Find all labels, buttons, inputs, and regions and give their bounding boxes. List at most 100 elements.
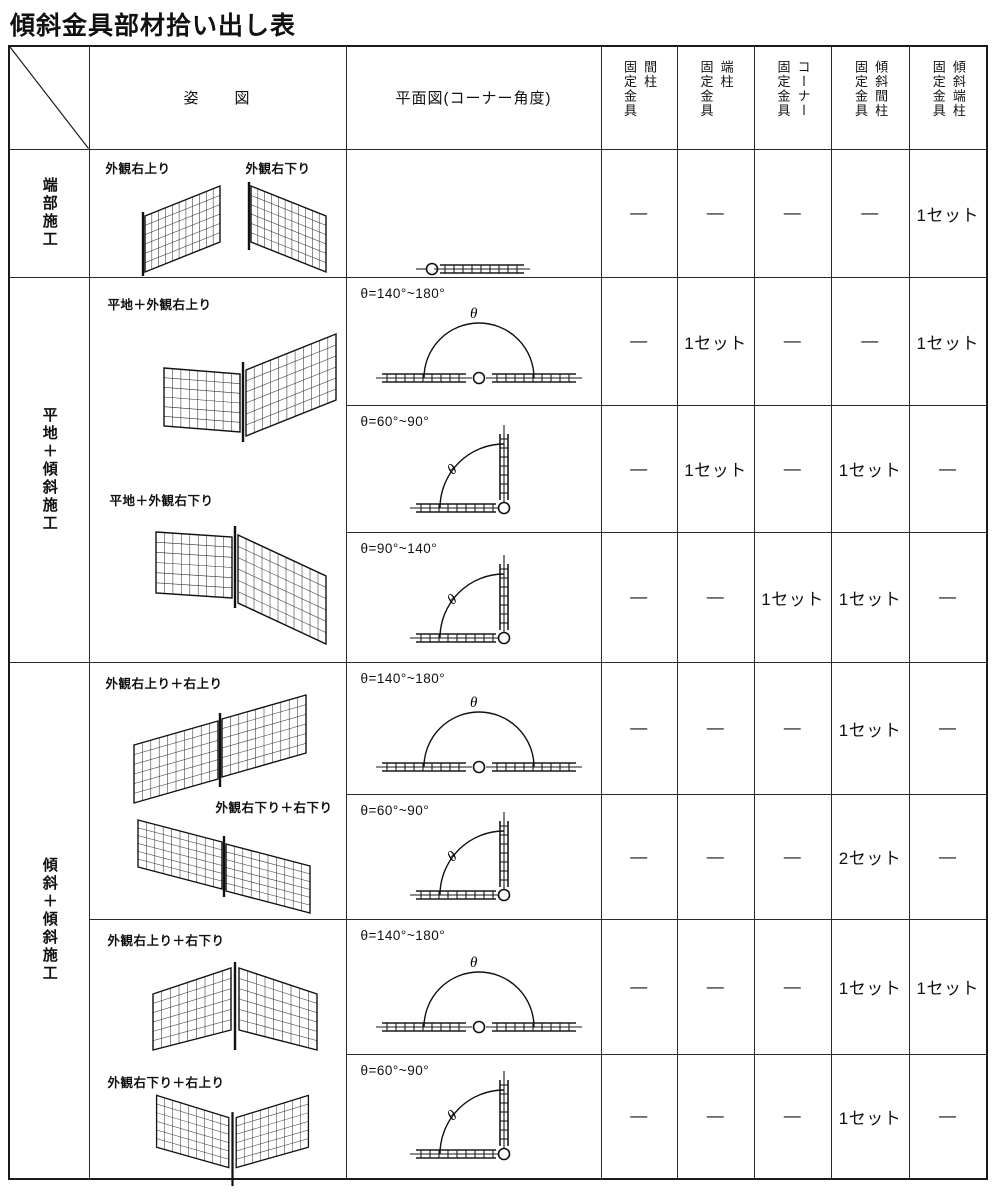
value-cell: 1セット (676, 276, 755, 406)
row-group-edge: 端部施工 (8, 148, 90, 278)
svg-text:θ: θ (470, 695, 478, 711)
plan-diagram-quarter: θ (409, 554, 510, 644)
header-fitting-mabashira: 間柱 固定金具 (600, 45, 678, 150)
value-cell: — (753, 918, 832, 1055)
value-cell: — (600, 148, 678, 278)
plan-diagram-semicircle: θ (375, 955, 582, 1033)
value-cell: — (753, 404, 832, 533)
plan-diagram-straight (415, 262, 530, 276)
plan-cell: θ=90°~140° θ (345, 531, 602, 663)
header-fitting-keisha-hashira: 傾斜端柱 固定金具 (908, 45, 988, 150)
angle-label: θ=140°~180° (360, 285, 446, 301)
plan-cell: θ=140°~180° θ (345, 276, 602, 406)
value-cell: — (753, 148, 832, 278)
plan-cell: θ=60°~90° θ (345, 1053, 602, 1180)
table-row: 端部施工 外観右上り 外観右下り (8, 148, 988, 278)
plan-diagram-semicircle: θ (375, 306, 582, 384)
svg-text:θ: θ (470, 306, 478, 322)
appearance-label: 外観右下り (245, 161, 311, 176)
plan-cell: θ=60°~90° θ (345, 404, 602, 533)
plan-cell: θ=140°~180° θ (345, 918, 602, 1055)
table-header-row: 姿 図 平面図(コーナー角度) 間柱 固定金具 端柱 固定金具 コーナー 固定金具 傾… (8, 45, 988, 150)
header-plan: 平面図(コーナー角度) (345, 45, 602, 150)
plan-cell: θ=60°~90° θ (345, 793, 602, 920)
row-group-slope-slope: 傾斜＋傾斜施工 (8, 661, 90, 1180)
value-cell: — (753, 661, 832, 795)
plan-cell: θ=140°~180° θ (345, 661, 602, 795)
table-row: 傾斜＋傾斜施工 外観右上り＋右上り 外観右下り＋右下り θ=140°~180° (8, 661, 988, 1180)
angle-label: θ=60°~90° (360, 1062, 430, 1078)
svg-text:θ: θ (470, 955, 478, 971)
value-cell: — (908, 793, 988, 920)
header-appearance: 姿 図 (88, 45, 347, 150)
fence-illustration-right-up (141, 184, 221, 276)
fence-illustration-down-down (136, 818, 311, 914)
appearance-label: 外観右上り＋右下り (107, 933, 225, 948)
value-cell: 1セット (908, 918, 988, 1055)
value-cell: — (908, 1053, 988, 1180)
appearance-label: 平地＋外観右上り (107, 297, 212, 312)
value-cell: — (753, 793, 832, 920)
plan-diagram-quarter: θ (409, 424, 510, 514)
value-cell: — (600, 276, 678, 406)
fence-illustration-down-up-valley (155, 1094, 309, 1186)
appearance-label: 外観右上り (105, 161, 171, 176)
table-row: 外観右上り＋右下り 外観右下り＋右上り θ=140°~180° (9, 918, 988, 1186)
row-group-flat-slope: 平地＋傾斜施工 (8, 276, 90, 663)
fence-illustration-up-up (132, 693, 307, 804)
angle-label: θ=90°~140° (360, 540, 438, 556)
plan-diagram-semicircle: θ (375, 695, 582, 773)
value-cell: — (600, 918, 678, 1055)
value-cell: — (676, 793, 755, 920)
value-cell: — (676, 918, 755, 1055)
value-cell: — (600, 793, 678, 920)
value-cell: 1セット (753, 531, 832, 663)
angle-label: θ=60°~90° (360, 413, 430, 429)
value-cell: 1セット (676, 404, 755, 533)
value-cell: 1セット (830, 661, 910, 795)
value-cell: 1セット (908, 148, 988, 278)
value-cell: 2セット (830, 793, 910, 920)
value-cell: — (908, 531, 988, 663)
page-title: 傾斜金具部材拾い出し表 (10, 12, 297, 40)
value-cell: 1セット (830, 1053, 910, 1180)
value-cell: — (676, 1053, 755, 1180)
parts-table: 姿 図 平面図(コーナー角度) 間柱 固定金具 端柱 固定金具 コーナー 固定金具 傾… (8, 45, 988, 1186)
table-row: θ=60°~90° θ — 1セット — 1セット — (9, 404, 988, 533)
corner-cell (8, 45, 90, 150)
value-cell: — (830, 148, 910, 278)
header-fitting-hashira: 端柱 固定金具 (676, 45, 755, 150)
angle-label: θ=140°~180° (360, 670, 446, 686)
value-cell: — (676, 148, 755, 278)
value-cell: — (600, 661, 678, 795)
value-cell: — (753, 276, 832, 406)
header-fitting-keisha-mabashira: 傾斜間柱 固定金具 (830, 45, 910, 150)
value-cell: — (600, 404, 678, 533)
angle-label: θ=60°~90° (360, 802, 430, 818)
value-cell: — (908, 404, 988, 533)
fence-illustration-up-down-peak (151, 961, 318, 1051)
plan-diagram-quarter: θ (409, 1071, 510, 1161)
diagonal-line (10, 47, 89, 149)
appearance-cell-edge: 外観右上り 外観右下り (88, 148, 347, 278)
value-cell: 1セット (830, 531, 910, 663)
angle-label: θ=140°~180° (360, 927, 446, 943)
fence-illustration-flat-plus-down (154, 525, 327, 645)
value-cell: 1セット (908, 276, 988, 406)
table-row: θ=90°~140° θ — — 1セット 1セット — (9, 531, 988, 663)
appearance-label: 外観右下り＋右上り (107, 1075, 225, 1090)
value-cell: — (676, 661, 755, 795)
value-cell: — (908, 661, 988, 795)
table-row: θ=60°~90° θ — — — 2セット — (9, 793, 988, 920)
table-row: 平地＋傾斜施工 平地＋外観右上り 平地＋外観右下り θ=140°~180° (8, 276, 988, 663)
appearance-cell-slope-same: 外観右上り＋右上り 外観右下り＋右下り (88, 661, 347, 920)
fence-illustration-flat-plus-up (162, 332, 337, 442)
appearance-label: 平地＋外観右下り (109, 493, 214, 508)
value-cell: — (676, 531, 755, 663)
appearance-cell-flat-slope: 平地＋外観右上り 平地＋外観右下り (88, 276, 347, 663)
table-row: θ=60°~90° θ — — — 1セット — (9, 1053, 988, 1180)
appearance-cell-slope-opposite: 外観右上り＋右下り 外観右下り＋右上り (88, 918, 347, 1186)
value-cell: — (753, 1053, 832, 1180)
plan-cell (345, 148, 602, 278)
